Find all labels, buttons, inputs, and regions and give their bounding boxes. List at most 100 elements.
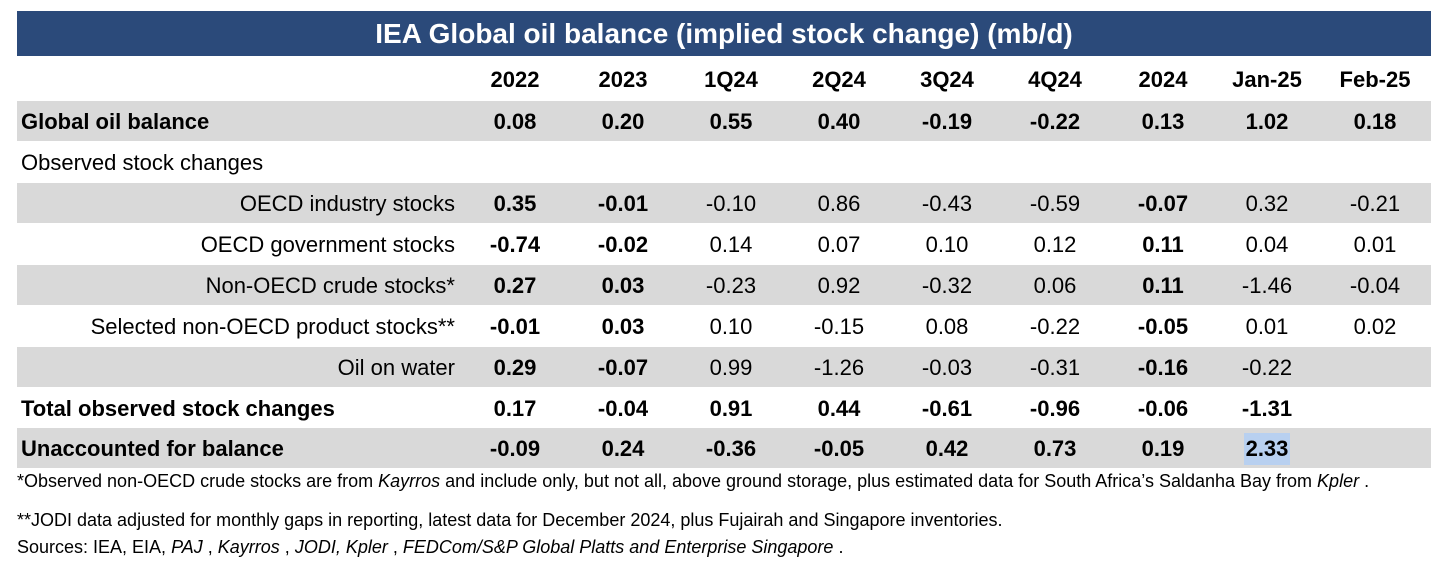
row-label: OECD industry stocks: [239, 191, 455, 216]
table-cell: -0.21: [1349, 191, 1401, 216]
table-cell: -0.59: [1029, 191, 1081, 216]
row-label: Global oil balance: [21, 109, 210, 134]
table-cell: -1.26: [813, 355, 865, 380]
table-cell: [1113, 142, 1213, 182]
table-cell: 0.19: [1141, 436, 1185, 461]
note-text: ,: [279, 537, 295, 557]
table-cell: -0.05: [813, 436, 865, 461]
table-cell: [1217, 142, 1317, 182]
table-cell: 0.42: [925, 436, 969, 461]
table-cell: -0.03: [921, 355, 973, 380]
table-cell: 0.06: [1033, 273, 1077, 298]
table-cell: 0.20: [601, 109, 645, 134]
table-cell: 0.35: [493, 191, 537, 216]
note-text: PAJ: [171, 537, 203, 557]
note-text: ,: [202, 537, 218, 557]
table-cell: [897, 142, 997, 182]
table-cell: 0.01: [1245, 314, 1289, 339]
table-cell: -0.23: [705, 273, 757, 298]
footnote-crude-stocks: *Observed non-OECD crude stocks are from…: [17, 471, 1369, 492]
table-cell: 0.08: [493, 109, 537, 134]
table-cell: -0.16: [1137, 355, 1189, 380]
table-cell: 0.55: [709, 109, 753, 134]
table-cell: 0.44: [817, 396, 861, 421]
table-cell: 0.24: [601, 436, 645, 461]
table-cell: -0.19: [921, 109, 973, 134]
row-label: Selected non-OECD product stocks**: [90, 314, 455, 339]
table-cell: -0.10: [705, 191, 757, 216]
table-cell: 0.01: [1353, 232, 1397, 257]
table-cell: 0.12: [1033, 232, 1077, 257]
row-label: Unaccounted for balance: [21, 436, 284, 461]
table-cell: [1325, 388, 1425, 428]
footnote-jodi: **JODI data adjusted for monthly gaps in…: [17, 510, 1003, 531]
table-cell: 0.03: [601, 314, 645, 339]
note-text: .: [833, 537, 844, 557]
table-row: Non-OECD crude stocks* 0.27 0.03 -0.23 0.92 -…: [17, 265, 1431, 305]
table-cell: [573, 142, 673, 182]
table-cell: 0.86: [817, 191, 861, 216]
table-cell: [1325, 347, 1425, 387]
table-cell: 0.08: [925, 314, 969, 339]
table-cell: 1.02: [1245, 109, 1289, 134]
table-row: OECD industry stocks 0.35 -0.01 -0.10 0.86 -0…: [17, 183, 1431, 223]
table-cell: -1.31: [1241, 396, 1293, 421]
table-cell: 0.10: [925, 232, 969, 257]
table-cell: -1.46: [1241, 273, 1293, 298]
table-cell: 0.40: [817, 109, 861, 134]
table-cell: 0.91: [709, 396, 753, 421]
table-cell: 0.07: [817, 232, 861, 257]
table-cell: -0.31: [1029, 355, 1081, 380]
note-text: Kpler: [345, 537, 388, 557]
table-cell: -0.05: [1137, 314, 1189, 339]
table-cell: 0.03: [601, 273, 645, 298]
row-label: Non-OECD crude stocks*: [205, 273, 455, 298]
table-cell: -0.01: [489, 314, 541, 339]
note-text: ,: [387, 537, 403, 557]
table-cell: -0.15: [813, 314, 865, 339]
table-cell: -0.02: [597, 232, 649, 257]
table-cell: 0.29: [493, 355, 537, 380]
row-label: Observed stock changes: [21, 150, 264, 175]
table-title: IEA Global oil balance (implied stock ch…: [17, 11, 1431, 56]
sources-note: Sources: IEA, EIA, PAJ , Kayrros , JODI,…: [17, 537, 843, 558]
row-label: Total observed stock changes: [21, 396, 335, 421]
note-text: **JODI data adjusted for monthly gaps in…: [17, 510, 1003, 530]
table-cell: -0.07: [1137, 191, 1189, 216]
table-cell: 0.32: [1245, 191, 1289, 216]
column-header-feb-25: Feb-25: [1339, 67, 1411, 92]
note-text: JODI,: [294, 537, 346, 557]
table-cell: -0.06: [1137, 396, 1189, 421]
row-label: OECD government stocks: [200, 232, 455, 257]
table-cell: [1325, 428, 1425, 468]
table-cell: -0.96: [1029, 396, 1081, 421]
table-cell: [1325, 142, 1425, 182]
table-cell: -0.01: [597, 191, 649, 216]
note-text: *Observed non-OECD crude stocks are from: [17, 471, 379, 491]
table-cell: 0.04: [1245, 232, 1289, 257]
table-cell: [1005, 142, 1105, 182]
table-cell: 0.11: [1142, 273, 1184, 298]
table-cell: 0.02: [1353, 314, 1397, 339]
table-cell: 0.10: [709, 314, 753, 339]
table-cell: -0.04: [1349, 273, 1401, 298]
table-cell: -0.09: [489, 436, 541, 461]
note-text: FEDCom/S&P Global Platts and: [402, 537, 665, 557]
table-cell: 0.73: [1033, 436, 1077, 461]
table-cell: [465, 142, 565, 182]
column-header-jan-25: Jan-25: [1232, 67, 1302, 92]
table-cell: -0.43: [921, 191, 973, 216]
table-cell: -0.07: [597, 355, 649, 380]
table-cell: 0.17: [493, 396, 537, 421]
column-header-2023: 2023: [598, 67, 648, 92]
table-cell: 0.27: [493, 273, 537, 298]
note-text: Sources: IEA, EIA,: [17, 537, 172, 557]
column-header-2024: 2024: [1138, 67, 1188, 92]
table-row: Observed stock changes: [17, 142, 1431, 182]
note-text: Enterprise Singapore: [664, 537, 834, 557]
table-cell: 2.33: [1217, 428, 1317, 468]
note-text: Kayrros: [378, 471, 441, 491]
table-row: Oil on water 0.29 -0.07 0.99 -1.26 -0.03 -0.31…: [17, 347, 1431, 387]
column-header-row: 2022 2023 1Q24 2Q24 3Q24 4Q24 2024 Jan-25 Feb-25: [17, 59, 1431, 99]
highlighted-value: 2.33: [1243, 433, 1291, 465]
